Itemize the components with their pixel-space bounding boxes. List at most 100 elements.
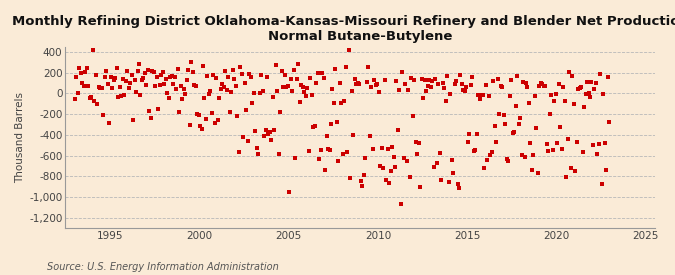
Title: Monthly Refining District Oklahoma-Kansas-Missouri Refinery and Blender Net Prod: Monthly Refining District Oklahoma-Kansa… bbox=[11, 15, 675, 43]
Point bbox=[467, 74, 478, 79]
Point bbox=[509, 130, 520, 134]
Point bbox=[198, 64, 209, 68]
Point bbox=[461, 85, 472, 89]
Point bbox=[434, 150, 445, 155]
Point bbox=[601, 167, 612, 172]
Point bbox=[491, 140, 502, 144]
Point bbox=[409, 78, 420, 82]
Point bbox=[220, 68, 231, 73]
Point bbox=[265, 130, 275, 134]
Point bbox=[400, 82, 411, 87]
Point bbox=[324, 148, 335, 152]
Point bbox=[379, 78, 390, 82]
Point bbox=[199, 96, 210, 100]
Point bbox=[184, 123, 195, 127]
Point bbox=[238, 134, 248, 139]
Point bbox=[371, 82, 381, 87]
Point bbox=[101, 68, 111, 73]
Point bbox=[531, 125, 542, 130]
Point bbox=[123, 86, 134, 90]
Point bbox=[202, 74, 213, 79]
Point bbox=[520, 81, 531, 86]
Point bbox=[315, 147, 326, 152]
Point bbox=[168, 82, 179, 86]
Point bbox=[186, 60, 196, 65]
Point bbox=[481, 83, 491, 87]
Point bbox=[242, 139, 253, 144]
Point bbox=[489, 123, 500, 128]
Point bbox=[90, 73, 101, 78]
Point bbox=[568, 102, 579, 106]
Point bbox=[209, 121, 220, 125]
Point bbox=[591, 81, 601, 85]
Point bbox=[173, 110, 184, 115]
Point bbox=[427, 78, 437, 83]
Point bbox=[369, 78, 379, 82]
Point bbox=[373, 90, 384, 94]
Point bbox=[540, 84, 551, 88]
Point bbox=[77, 81, 88, 85]
Point bbox=[577, 150, 588, 155]
Point bbox=[272, 89, 283, 94]
Point bbox=[513, 122, 524, 126]
Point bbox=[394, 88, 405, 92]
Point bbox=[248, 91, 259, 95]
Point bbox=[214, 96, 225, 100]
Point bbox=[580, 92, 591, 97]
Point bbox=[135, 93, 146, 98]
Point bbox=[192, 111, 202, 116]
Point bbox=[408, 114, 418, 119]
Point bbox=[256, 73, 267, 78]
Point bbox=[552, 141, 563, 146]
Point bbox=[354, 82, 364, 86]
Point bbox=[597, 182, 608, 186]
Point bbox=[122, 68, 132, 73]
Point bbox=[440, 99, 451, 103]
Point bbox=[290, 156, 300, 160]
Point bbox=[524, 101, 535, 106]
Point bbox=[320, 167, 331, 172]
Point bbox=[510, 104, 521, 108]
Point bbox=[80, 70, 91, 74]
Point bbox=[495, 84, 506, 89]
Point bbox=[372, 81, 383, 86]
Point bbox=[464, 131, 475, 136]
Point bbox=[357, 184, 368, 188]
Point bbox=[518, 80, 529, 84]
Point bbox=[335, 81, 346, 85]
Point bbox=[131, 89, 142, 94]
Point bbox=[134, 62, 144, 66]
Point bbox=[329, 100, 340, 105]
Point bbox=[593, 142, 604, 146]
Point bbox=[221, 88, 232, 92]
Point bbox=[306, 92, 317, 97]
Point bbox=[172, 67, 183, 72]
Point bbox=[70, 97, 80, 101]
Point bbox=[494, 111, 505, 116]
Point bbox=[251, 146, 262, 151]
Point bbox=[110, 76, 121, 81]
Point bbox=[446, 158, 457, 163]
Point bbox=[229, 77, 240, 82]
Point bbox=[534, 83, 545, 88]
Point bbox=[433, 82, 443, 86]
Point bbox=[366, 85, 377, 90]
Point bbox=[567, 74, 578, 78]
Point bbox=[128, 118, 138, 122]
Point bbox=[487, 150, 497, 155]
Point bbox=[294, 100, 305, 104]
Point bbox=[603, 75, 614, 79]
Point bbox=[257, 89, 268, 93]
Point bbox=[562, 136, 573, 141]
Point bbox=[342, 150, 353, 155]
Point bbox=[412, 152, 423, 156]
Point bbox=[129, 78, 140, 82]
Point bbox=[235, 65, 246, 69]
Point bbox=[89, 99, 100, 103]
Point bbox=[488, 79, 499, 84]
Point bbox=[451, 79, 462, 84]
Point bbox=[416, 77, 427, 82]
Point bbox=[169, 75, 180, 79]
Point bbox=[546, 92, 557, 97]
Point bbox=[303, 149, 314, 153]
